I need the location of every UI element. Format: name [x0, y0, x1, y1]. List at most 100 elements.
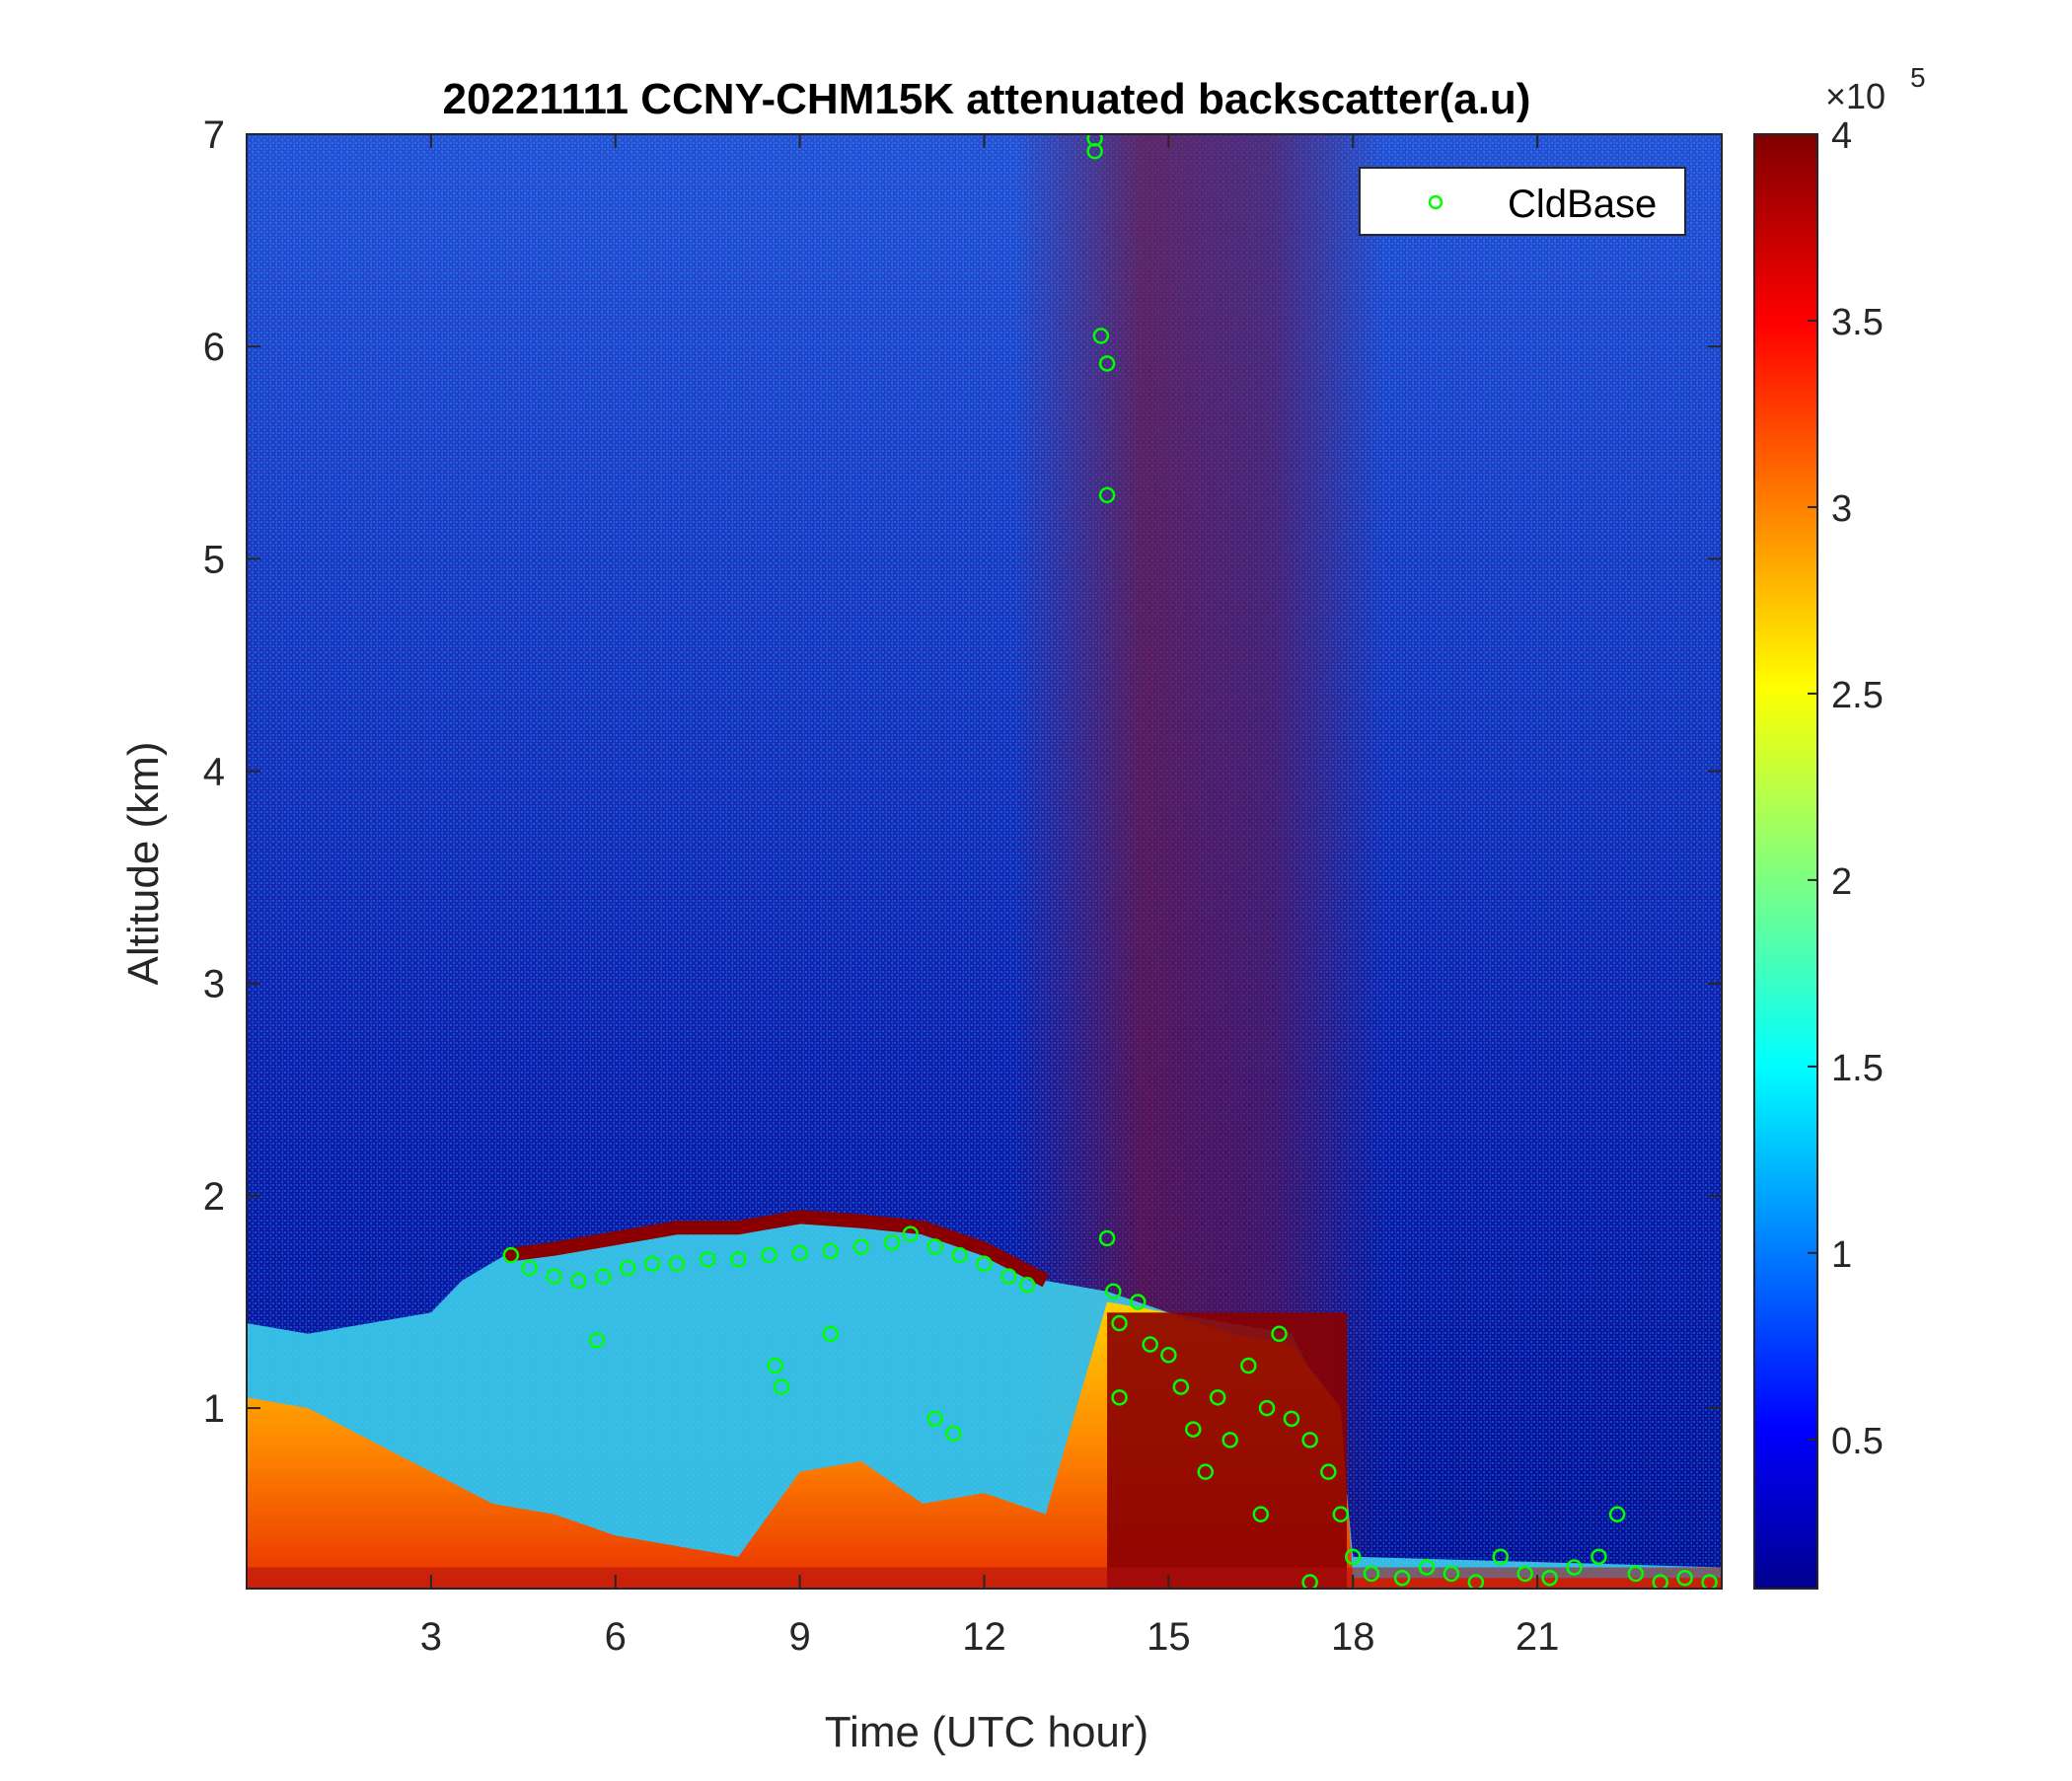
cldbase-point-0	[502, 1246, 520, 1264]
cldbase-point-33	[1105, 1283, 1122, 1299]
cldbase-point-29	[1092, 328, 1110, 344]
cldbase-point-10	[761, 1246, 777, 1264]
cldbase-point-60	[1517, 1565, 1533, 1583]
cldbase-point-6	[643, 1255, 661, 1273]
cldbase-point-56	[1418, 1559, 1436, 1576]
cldbase-point-65	[1627, 1565, 1645, 1583]
cldbase-point-22	[767, 1357, 783, 1374]
cldbase-point-40	[1185, 1421, 1202, 1438]
cldbase-point-9	[730, 1251, 747, 1268]
cldbase-point-49	[1320, 1463, 1337, 1480]
cldbase-point-8	[699, 1251, 716, 1268]
cldbase-point-62	[1566, 1559, 1583, 1576]
cldbase-point-54	[1363, 1565, 1380, 1583]
x-tick-label-3: 3	[420, 1615, 442, 1659]
chart-title: 20221111 CCNY-CHM15K attenuated backscat…	[443, 75, 1531, 123]
cldbase-point-61	[1541, 1569, 1558, 1587]
cldbase-point-55	[1393, 1569, 1411, 1587]
cldbase-point-31	[1098, 486, 1116, 504]
cldbase-point-41	[1197, 1463, 1214, 1480]
cldbase-point-12	[822, 1242, 840, 1260]
cldbase-point-19	[1000, 1268, 1017, 1285]
cldbase-point-23	[773, 1378, 790, 1395]
cldbase-point-37	[1142, 1336, 1158, 1353]
x-tick-label-6: 6	[605, 1615, 627, 1659]
x-tick-label-21: 21	[1516, 1615, 1560, 1659]
cldbase-point-47	[1283, 1410, 1300, 1428]
cldbase-point-5	[619, 1259, 636, 1277]
cldbase-point-36	[1129, 1294, 1147, 1310]
cldbase-point-21	[588, 1331, 606, 1349]
colorbar-multiplier-exponent: 5	[1910, 62, 1926, 93]
cldbase-point-26	[945, 1425, 962, 1443]
cldbase-point-52	[1252, 1506, 1270, 1522]
cldbase-point-15	[902, 1225, 919, 1242]
cldbase-point-18	[976, 1255, 993, 1273]
cldbase-point-59	[1492, 1548, 1509, 1565]
colorbar-multiplier-base: ×10	[1825, 76, 1886, 116]
y-tick-label-2: 2	[203, 1175, 225, 1219]
colorbar-tick-label-0: 0.5	[1831, 1421, 1884, 1462]
cldbase-point-7	[668, 1255, 686, 1273]
cldbase-point-35	[1111, 1389, 1128, 1406]
cldbase-point-17	[951, 1246, 968, 1264]
x-tick-label-12: 12	[962, 1615, 1006, 1659]
x-axis-label: Time (UTC hour)	[825, 1708, 1148, 1756]
cldbase-point-34	[1111, 1314, 1128, 1332]
legend-label-cldbase: CldBase	[1508, 183, 1657, 226]
cldbase-point-51	[1345, 1548, 1362, 1565]
cldbase-point-67	[1676, 1569, 1693, 1587]
colorbar-tick-label-3: 2	[1831, 861, 1852, 903]
y-tick-label-4: 4	[203, 751, 225, 794]
cldbase-point-53	[1301, 1574, 1318, 1589]
colorbar-tick-label-1: 1	[1831, 1234, 1852, 1276]
cldbase-point-14	[883, 1234, 901, 1251]
colorbar-tick-label-6: 3.5	[1831, 302, 1884, 343]
cldbase-point-16	[926, 1238, 943, 1255]
y-axis-label: Altitude (km)	[119, 742, 168, 986]
colorbar-tick-label-7: 4	[1831, 115, 1852, 157]
colorbar-gradient	[1753, 133, 1818, 1590]
cldbase-point-3	[570, 1272, 587, 1290]
cldbase-point-4	[595, 1268, 612, 1285]
x-tick-label-18: 18	[1331, 1615, 1375, 1659]
y-tick-label-7: 7	[203, 113, 225, 157]
x-tick-label-15: 15	[1147, 1615, 1191, 1659]
cldbase-point-43	[1221, 1432, 1238, 1448]
colorbar-tick-label-5: 3	[1831, 488, 1852, 530]
cldbase-point-32	[1098, 1229, 1116, 1247]
aerosol-high-region	[247, 1301, 1722, 1589]
cldbase-point-25	[926, 1410, 943, 1428]
y-tick-label-3: 3	[203, 963, 225, 1006]
legend: CldBase	[1359, 167, 1686, 236]
cldbase-point-20	[1018, 1277, 1036, 1294]
y-tick-label-1: 1	[203, 1387, 225, 1431]
cldbase-point-38	[1160, 1347, 1177, 1364]
dense-cloud-region	[1107, 1312, 1348, 1589]
x-tick-label-9: 9	[789, 1615, 811, 1659]
cldbase-point-39	[1172, 1378, 1190, 1395]
cldbase-point-28	[1086, 142, 1103, 160]
colorbar-tick-label-4: 2.5	[1831, 675, 1884, 716]
cldbase-point-44	[1240, 1357, 1257, 1374]
cldbase-point-68	[1701, 1574, 1718, 1589]
cldbase-point-30	[1098, 355, 1116, 372]
cloud-top-band	[503, 1210, 1050, 1288]
cldbase-point-63	[1591, 1548, 1607, 1565]
cldbase-point-42	[1209, 1389, 1226, 1406]
cldbase-point-64	[1608, 1506, 1626, 1522]
cldbase-point-48	[1301, 1432, 1318, 1448]
cldbase-point-45	[1258, 1399, 1276, 1417]
boundary-layer-region	[247, 1217, 1722, 1589]
cldbase-point-1	[521, 1259, 538, 1277]
legend-box	[1359, 167, 1686, 236]
cldbase-point-58	[1467, 1574, 1485, 1589]
cldbase-point-66	[1652, 1574, 1668, 1589]
legend-marker-cldbase	[1428, 194, 1443, 210]
cldbase-point-13	[852, 1238, 870, 1255]
colorbar-tick-label-2: 1.5	[1831, 1048, 1884, 1089]
cldbase-point-24	[822, 1325, 840, 1343]
